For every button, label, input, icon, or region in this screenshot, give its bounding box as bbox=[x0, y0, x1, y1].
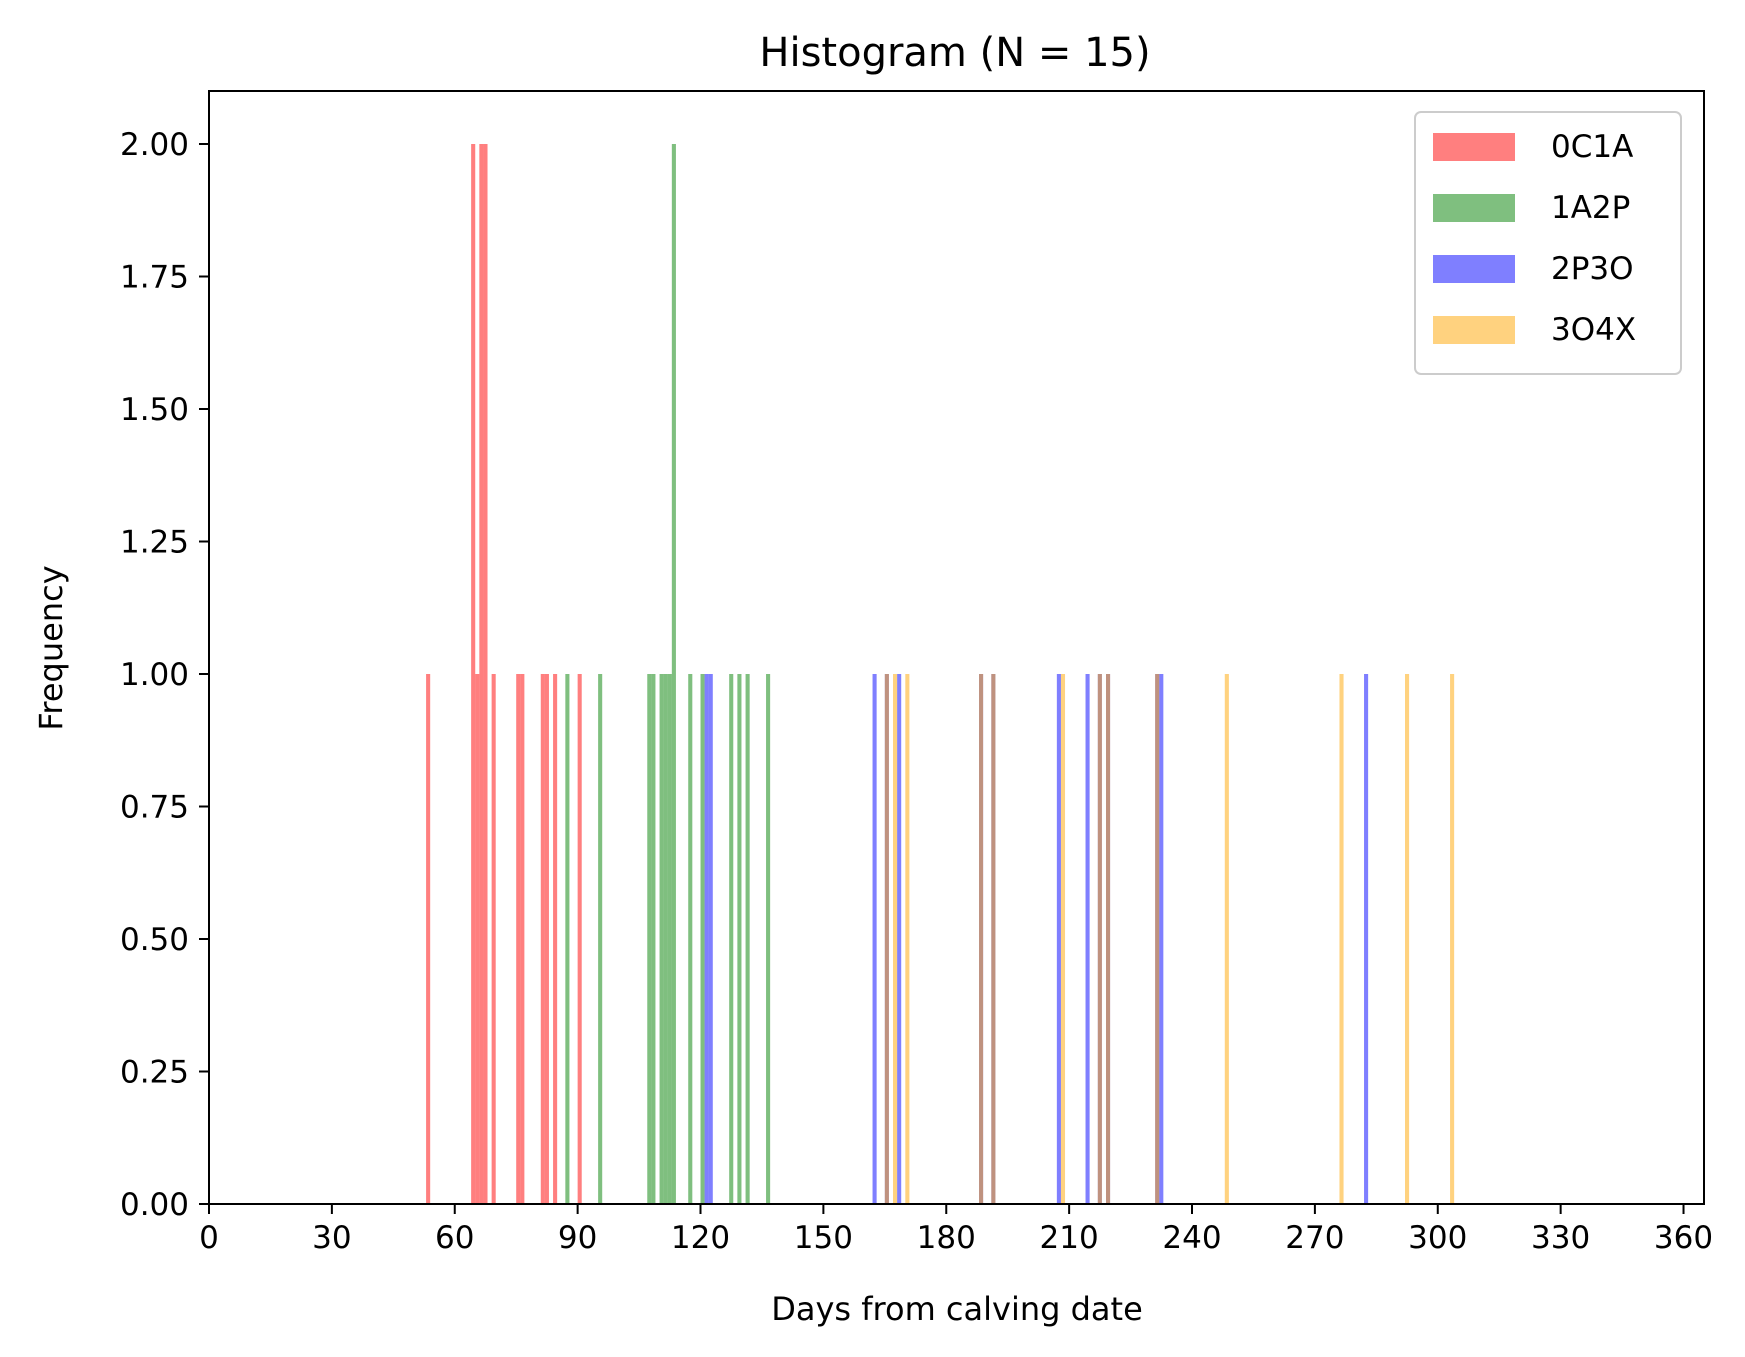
x-tick-label: 30 bbox=[312, 1220, 351, 1256]
legend-label-3O4X: 3O4X bbox=[1551, 312, 1636, 348]
plot-frame bbox=[208, 90, 1705, 1205]
bar-1A2P-11 bbox=[737, 674, 742, 1204]
y-tick-label: 0.50 bbox=[120, 922, 189, 958]
bar-3O4X-6 bbox=[1097, 674, 1102, 1204]
x-axis: 0 30 60 90 120 150 180 210 240 270 300 330 360 bbox=[199, 1204, 1713, 1256]
bars-layer bbox=[426, 144, 1455, 1204]
bar-0C1A-2 bbox=[475, 674, 480, 1204]
x-tick-label: 360 bbox=[1654, 1220, 1713, 1256]
bar-1A2P-6 bbox=[667, 674, 672, 1204]
bar-1A2P-7 bbox=[671, 144, 676, 1204]
bar-0C1A-7 bbox=[520, 674, 525, 1204]
legend-swatch-1A2P bbox=[1433, 194, 1515, 222]
bar-0C1A-11 bbox=[577, 674, 582, 1204]
bar-1A2P-3 bbox=[651, 674, 656, 1204]
bar-0C1A-6 bbox=[516, 674, 521, 1204]
bar-3O4X-7 bbox=[1106, 674, 1111, 1204]
bar-1A2P-4 bbox=[659, 674, 664, 1204]
bar-2P3O-4 bbox=[897, 674, 902, 1204]
bar-0C1A-3 bbox=[479, 144, 484, 1204]
bar-3O4X-8 bbox=[1155, 674, 1160, 1204]
x-tick-label: 300 bbox=[1408, 1220, 1467, 1256]
y-tick-label: 2.00 bbox=[120, 127, 189, 163]
bar-0C1A-8 bbox=[540, 674, 545, 1204]
bar-1A2P-0 bbox=[565, 674, 570, 1204]
bar-0C1A-0 bbox=[426, 674, 431, 1204]
x-tick-label: 120 bbox=[671, 1220, 730, 1256]
y-tick-label: 1.25 bbox=[120, 525, 189, 561]
bar-0C1A-9 bbox=[544, 674, 549, 1204]
legend-box bbox=[1414, 111, 1682, 375]
bar-2P3O-1 bbox=[708, 674, 713, 1204]
chart-title: Histogram (N = 15) bbox=[759, 30, 1150, 76]
x-tick-label: 0 bbox=[199, 1220, 219, 1256]
bar-2P3O-7 bbox=[1056, 674, 1061, 1204]
bar-1A2P-13 bbox=[766, 674, 771, 1204]
bar-3O4X-5 bbox=[1060, 674, 1066, 1204]
bar-3O4X-12 bbox=[1450, 674, 1455, 1204]
y-tick-label: 0.75 bbox=[120, 790, 189, 826]
x-tick-label: 180 bbox=[917, 1220, 976, 1256]
bar-2P3O-12 bbox=[1159, 674, 1164, 1204]
bar-0C1A-4 bbox=[483, 144, 488, 1204]
bar-1A2P-5 bbox=[663, 674, 668, 1204]
bar-2P3O-2 bbox=[872, 674, 877, 1204]
bar-3O4X-10 bbox=[1339, 674, 1344, 1204]
bar-2P3O-0 bbox=[704, 674, 709, 1204]
y-tick-label: 1.75 bbox=[120, 260, 189, 296]
bar-2P3O-13 bbox=[1364, 674, 1369, 1204]
bar-3O4X-9 bbox=[1224, 674, 1229, 1204]
x-tick-label: 150 bbox=[794, 1220, 853, 1256]
bar-1A2P-9 bbox=[700, 674, 705, 1204]
bar-1A2P-2 bbox=[647, 674, 652, 1204]
x-tick-label: 270 bbox=[1285, 1220, 1344, 1256]
x-tick-label: 210 bbox=[1040, 1220, 1099, 1256]
bar-3O4X-3 bbox=[979, 674, 984, 1204]
bar-3O4X-2 bbox=[905, 674, 910, 1204]
bar-3O4X-11 bbox=[1405, 674, 1410, 1204]
bar-1A2P-12 bbox=[745, 674, 750, 1204]
legend-label-0C1A: 0C1A bbox=[1551, 129, 1633, 165]
legend-swatch-2P3O bbox=[1433, 255, 1515, 283]
y-tick-label: 1.50 bbox=[120, 392, 189, 428]
bar-1A2P-1 bbox=[598, 674, 603, 1204]
bar-3O4X-0 bbox=[884, 674, 889, 1204]
y-tick-label: 0.00 bbox=[120, 1187, 189, 1223]
y-axis-label: Frequency bbox=[32, 565, 70, 730]
legend: 0C1A 1A2P 2P3O 3O4X bbox=[1414, 111, 1682, 375]
legend-swatch-3O4X bbox=[1433, 316, 1515, 344]
bar-0C1A-5 bbox=[491, 674, 496, 1204]
bar-3O4X-4 bbox=[991, 674, 996, 1204]
y-tick-label: 1.00 bbox=[120, 657, 189, 693]
bar-1A2P-8 bbox=[688, 674, 693, 1204]
bar-2P3O-8 bbox=[1085, 674, 1090, 1204]
x-tick-label: 90 bbox=[558, 1220, 597, 1256]
y-axis: 0.00 0.25 0.50 0.75 1.00 1.25 1.50 1.75 2.00 bbox=[120, 127, 209, 1223]
bar-0C1A-1 bbox=[471, 144, 476, 1204]
legend-swatch-0C1A bbox=[1433, 133, 1515, 161]
x-tick-label: 330 bbox=[1531, 1220, 1590, 1256]
y-tick-label: 0.25 bbox=[120, 1055, 189, 1091]
bar-3O4X-1 bbox=[893, 674, 898, 1204]
legend-label-2P3O: 2P3O bbox=[1551, 251, 1634, 287]
x-tick-label: 240 bbox=[1162, 1220, 1221, 1256]
legend-label-1A2P: 1A2P bbox=[1551, 190, 1630, 226]
x-axis-label: Days from calving date bbox=[771, 1290, 1143, 1328]
bar-1A2P-10 bbox=[729, 674, 734, 1204]
x-tick-label: 60 bbox=[435, 1220, 474, 1256]
bar-0C1A-10 bbox=[553, 674, 558, 1204]
